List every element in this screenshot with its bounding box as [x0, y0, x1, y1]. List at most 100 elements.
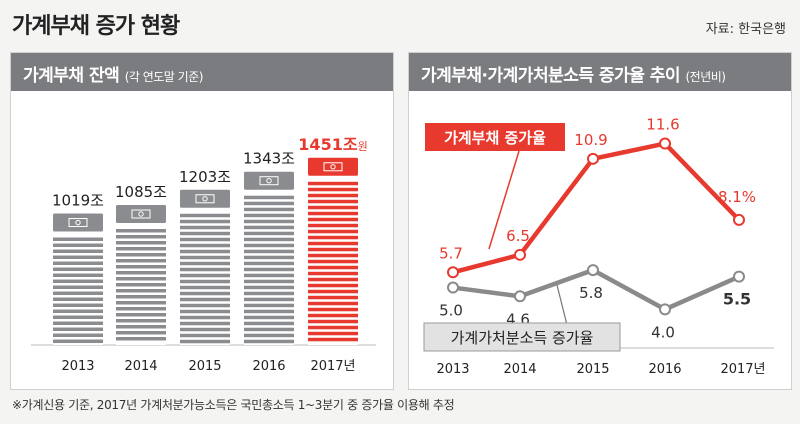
- bar-stripe: [244, 261, 294, 266]
- bar-stripe: [308, 289, 358, 294]
- debt-balance-panel-header: 가계부채 잔액 (각 연도말 기준): [11, 53, 393, 91]
- debt-balance-subtitle: (각 연도말 기준): [124, 70, 204, 84]
- income-growth-value-label: 5.8: [579, 284, 603, 302]
- bar-stripe: [53, 237, 103, 242]
- bar-stripe: [116, 325, 166, 329]
- bar-stripe: [308, 301, 358, 306]
- bar-2017년: [308, 157, 358, 345]
- bar-stripe: [308, 337, 358, 342]
- bill-icon: [259, 176, 279, 186]
- bar-stripe: [244, 309, 294, 314]
- debt-balance-title: 가계부채 잔액: [23, 66, 120, 86]
- bar-2014: [116, 205, 166, 345]
- x-tick-label: 2016: [648, 362, 681, 377]
- bar-stripe: [180, 291, 230, 296]
- bar-stripe: [180, 315, 230, 320]
- income-growth-point: [659, 303, 671, 316]
- bill-band: [116, 205, 166, 223]
- bill-icon-center: [138, 211, 144, 217]
- bar-stripe: [244, 285, 294, 290]
- bar-stripe: [308, 229, 358, 234]
- bar-stripe: [244, 291, 294, 296]
- bar-stripe: [308, 193, 358, 198]
- income-growth-legend-box: [423, 322, 621, 352]
- debt-growth-point: [514, 248, 526, 261]
- bar-value-label: 1451조원: [298, 135, 367, 154]
- debt-growth-point: [447, 266, 459, 279]
- bar-stripe: [53, 309, 103, 314]
- bar-stripe: [53, 333, 103, 338]
- debt-growth-legend-box: [425, 123, 565, 151]
- bar-value-text: 1019조: [52, 192, 104, 210]
- bar-value-text: 1343조: [243, 150, 295, 168]
- bill-icon: [68, 218, 88, 228]
- growth-rate-subtitle: (전년비): [685, 70, 726, 84]
- bar-stripe: [116, 283, 166, 287]
- bar-stripe: [244, 333, 294, 338]
- bill-icon: [195, 194, 215, 204]
- bar-stripe: [244, 303, 294, 308]
- bar-stripe: [180, 297, 230, 302]
- bar-stripe: [53, 267, 103, 272]
- bar-stripe: [244, 267, 294, 272]
- bar-value-label: 1085조: [115, 183, 167, 201]
- bar-stripe: [116, 271, 166, 275]
- bill-icon-center: [330, 164, 336, 170]
- bar-stripe: [180, 285, 230, 290]
- growth-rate-title: 가계부채·가계가처분소득 증가율 추이: [421, 66, 681, 86]
- bar-stripe: [116, 295, 166, 299]
- bar-stripe: [244, 315, 294, 320]
- bar-stripe: [308, 235, 358, 240]
- bar-stripe: [53, 291, 103, 296]
- bar-stripe: [180, 273, 230, 278]
- bar-stripe: [53, 339, 103, 344]
- bar-stripe: [180, 309, 230, 314]
- bar-value-label: 1019조: [52, 192, 104, 210]
- bar-value-text: 1085조: [115, 183, 167, 201]
- bar-stripe: [180, 219, 230, 224]
- debt-growth-legend-leader: [488, 150, 520, 250]
- bar-value-text: 1451조: [298, 135, 358, 154]
- income-growth-point: [514, 290, 526, 303]
- growth-rate-panel: 가계부채·가계가처분소득 증가율 추이 (전년비) 5.7 6.5 10.9 11.6…: [408, 52, 792, 390]
- bar-stripe: [308, 253, 358, 258]
- bar-stripe: [180, 225, 230, 230]
- bar-stripe: [244, 297, 294, 302]
- bar-stripe: [116, 265, 166, 269]
- debt-growth-value-label: 11.6: [646, 116, 679, 134]
- bar-2013: [53, 213, 103, 345]
- x-tick-label: 2017년: [310, 359, 355, 374]
- x-tick-label: 2016: [252, 359, 285, 374]
- bar-stripe: [180, 279, 230, 284]
- bar-stripe: [308, 283, 358, 288]
- source-label: 자료: 한국은행: [705, 22, 786, 37]
- bar-stripe: [180, 243, 230, 248]
- bar-stripe: [244, 321, 294, 326]
- bar-stripe: [116, 235, 166, 239]
- debt-growth-value-label: 6.5: [506, 227, 530, 245]
- x-tick-label: 2013: [61, 359, 94, 374]
- bar-value-text: 1203조: [179, 168, 231, 186]
- income-growth-value-label: 5.0: [439, 302, 463, 320]
- bar-stripe: [53, 297, 103, 302]
- bar-stripe: [244, 339, 294, 344]
- bar-stripe: [308, 319, 358, 324]
- debt-balance-bar-chart: 1019조 2013 1085조 2014 1203조 2015 1343조 2016 1451…: [31, 135, 376, 374]
- debt-growth-point: [587, 152, 599, 165]
- debt-growth-value-label: 8.1%: [718, 188, 756, 206]
- bar-stripe: [53, 285, 103, 290]
- debt-growth-legend-label: 가계부채 증가율: [444, 129, 546, 147]
- income-growth-value-label: 4.0: [651, 323, 675, 341]
- income-growth-point: [733, 270, 745, 283]
- bar-stripe: [244, 249, 294, 254]
- bill-band: [244, 171, 294, 190]
- bar-stripe: [308, 181, 358, 186]
- growth-rate-panel-header: 가계부채·가계가처분소득 증가율 추이 (전년비): [409, 53, 791, 91]
- bill-icon: [131, 209, 151, 219]
- income-growth-point: [447, 281, 459, 294]
- x-tick-label: 2015: [576, 362, 609, 377]
- bill-band: [180, 189, 230, 208]
- bar-stripe: [308, 205, 358, 210]
- bar-stripe: [53, 255, 103, 260]
